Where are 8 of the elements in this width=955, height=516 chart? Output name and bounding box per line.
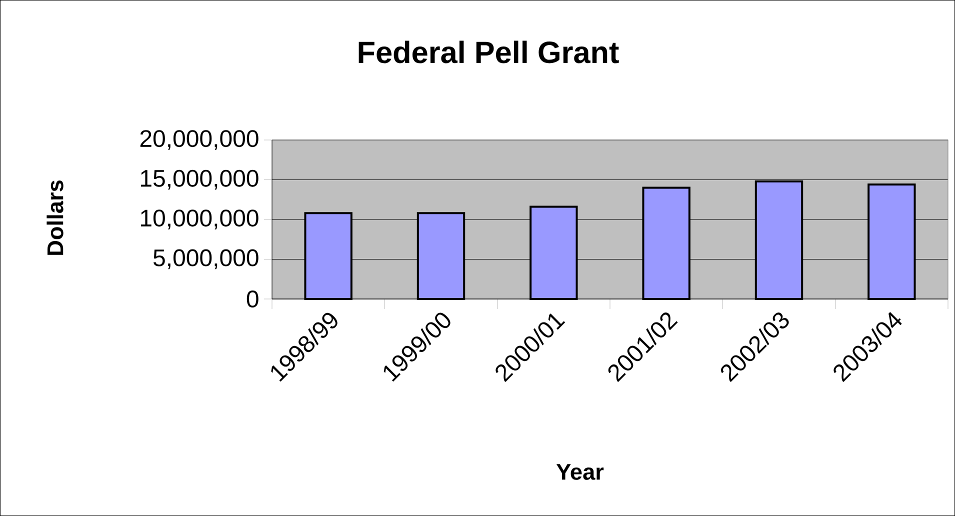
x-axis-title: Year: [556, 464, 604, 480]
y-axis-title: Dollars: [46, 180, 64, 255]
y-tick-label: 15,000,000: [141, 170, 258, 190]
y-tick-label: 10,000,000: [141, 210, 258, 230]
y-tick-label: 0: [246, 290, 258, 308]
chart-title: Federal Pell Grant: [358, 40, 619, 64]
y-tick-label: 5,000,000: [153, 249, 258, 270]
y-tick-label: 20,000,000: [140, 130, 258, 150]
